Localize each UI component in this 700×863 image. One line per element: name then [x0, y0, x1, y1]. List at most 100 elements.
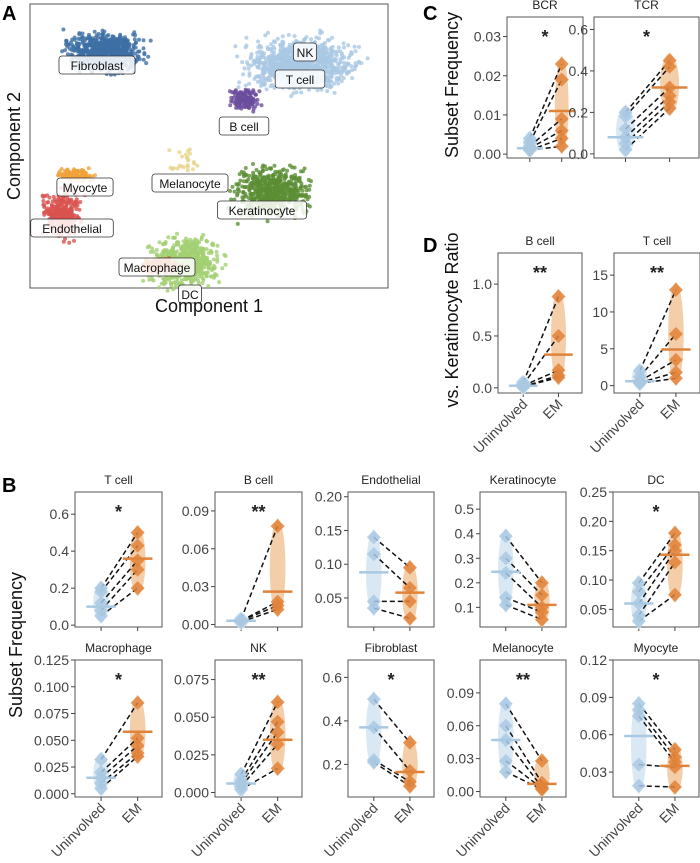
- umap-point: [49, 203, 54, 208]
- umap-point: [303, 194, 308, 199]
- point-em: [130, 731, 145, 746]
- umap-point: [341, 41, 346, 46]
- umap-point: [333, 57, 338, 62]
- y-tick-label: 1.0: [473, 276, 493, 292]
- umap-point: [244, 179, 249, 184]
- umap-point: [249, 63, 254, 68]
- umap-point: [338, 49, 343, 54]
- umap-point: [157, 240, 162, 245]
- umap-point: [319, 87, 324, 92]
- umap-point: [185, 239, 190, 244]
- umap-point: [234, 182, 239, 187]
- point-em: [668, 352, 683, 367]
- umap-point: [258, 79, 263, 84]
- umap-point: [288, 191, 293, 196]
- point-uninvolved: [631, 757, 646, 772]
- umap-point: [339, 73, 344, 78]
- umap-point: [137, 37, 141, 42]
- umap-point: [268, 84, 273, 89]
- y-tick-label: 0.02: [474, 68, 501, 84]
- y-tick-label: 0.06: [447, 718, 474, 734]
- umap-point: [288, 65, 293, 70]
- pair-line: [240, 767, 279, 791]
- pair-line: [522, 374, 559, 388]
- umap-point: [282, 181, 287, 186]
- umap-point: [273, 188, 277, 193]
- umap-point: [259, 179, 263, 184]
- umap-point: [100, 35, 105, 40]
- umap-point: [340, 53, 344, 58]
- umap-point: [264, 87, 269, 92]
- umap-point: [106, 49, 111, 54]
- umap-point: [327, 54, 332, 59]
- umap-point: [235, 221, 240, 226]
- umap-point: [272, 46, 277, 51]
- umap-point: [67, 214, 72, 219]
- umap-point: [270, 67, 275, 71]
- umap-point: [74, 207, 79, 211]
- umap-point: [210, 266, 215, 271]
- point-uninvolved: [498, 718, 513, 733]
- umap-point: [279, 172, 284, 177]
- umap-point: [172, 280, 177, 285]
- pair-line: [373, 759, 411, 783]
- y-tick-label: 0.15: [580, 543, 607, 559]
- umap-point: [233, 44, 238, 49]
- umap-point: [316, 60, 321, 65]
- umap-point: [64, 42, 68, 47]
- point-em: [534, 782, 549, 797]
- umap-point: [247, 81, 252, 86]
- umap-point: [326, 38, 330, 42]
- umap-point: [299, 194, 304, 198]
- pair-line: [505, 535, 543, 584]
- point-em: [270, 695, 285, 710]
- umap-point: [318, 31, 323, 36]
- y-tick-label: 5: [600, 341, 608, 357]
- umap-point: [242, 170, 246, 175]
- umap-label-box: [118, 257, 196, 277]
- significance-marker: *: [652, 502, 659, 522]
- umap-point: [211, 257, 216, 262]
- panel-frame: [214, 659, 303, 798]
- umap-point: [293, 173, 298, 177]
- umap-point: [67, 211, 72, 216]
- y-tick-label: 0.3: [455, 550, 475, 566]
- umap-point: [154, 248, 159, 252]
- point-em: [534, 612, 549, 627]
- umap-point: [151, 249, 156, 254]
- point-em: [667, 780, 682, 795]
- umap-label: Endothelial: [42, 222, 101, 236]
- umap-point: [180, 154, 184, 159]
- umap-point: [195, 241, 200, 246]
- point-uninvolved: [618, 121, 633, 136]
- umap-point: [288, 181, 293, 186]
- pair-line: [638, 532, 676, 584]
- significance-marker: *: [643, 27, 650, 47]
- umap-point: [136, 49, 141, 54]
- umap-point: [181, 165, 186, 170]
- umap-point: [243, 45, 248, 50]
- point-uninvolved: [631, 614, 646, 629]
- panel-b-bcell: B cell 0.00 0.03 0.06 0.09 **: [182, 473, 303, 632]
- pair-line: [529, 118, 563, 147]
- panel-title: DC: [647, 473, 665, 487]
- umap-point: [327, 70, 332, 75]
- umap-point: [173, 250, 178, 255]
- pair-line: [373, 726, 411, 772]
- y-tick-label: 15: [592, 267, 608, 283]
- umap-point: [251, 59, 256, 64]
- umap-point: [251, 191, 256, 196]
- umap-label: Keratinocyte: [229, 204, 296, 218]
- umap-point: [278, 43, 283, 48]
- umap-point: [175, 276, 180, 281]
- umap-point: [236, 187, 241, 192]
- umap-point: [242, 66, 247, 71]
- umap-point: [280, 39, 285, 44]
- umap-point: [282, 197, 287, 202]
- umap-point: [235, 54, 240, 59]
- umap-point: [350, 76, 355, 81]
- point-em: [534, 753, 549, 768]
- point-em: [270, 714, 285, 729]
- point-uninvolved: [498, 597, 513, 612]
